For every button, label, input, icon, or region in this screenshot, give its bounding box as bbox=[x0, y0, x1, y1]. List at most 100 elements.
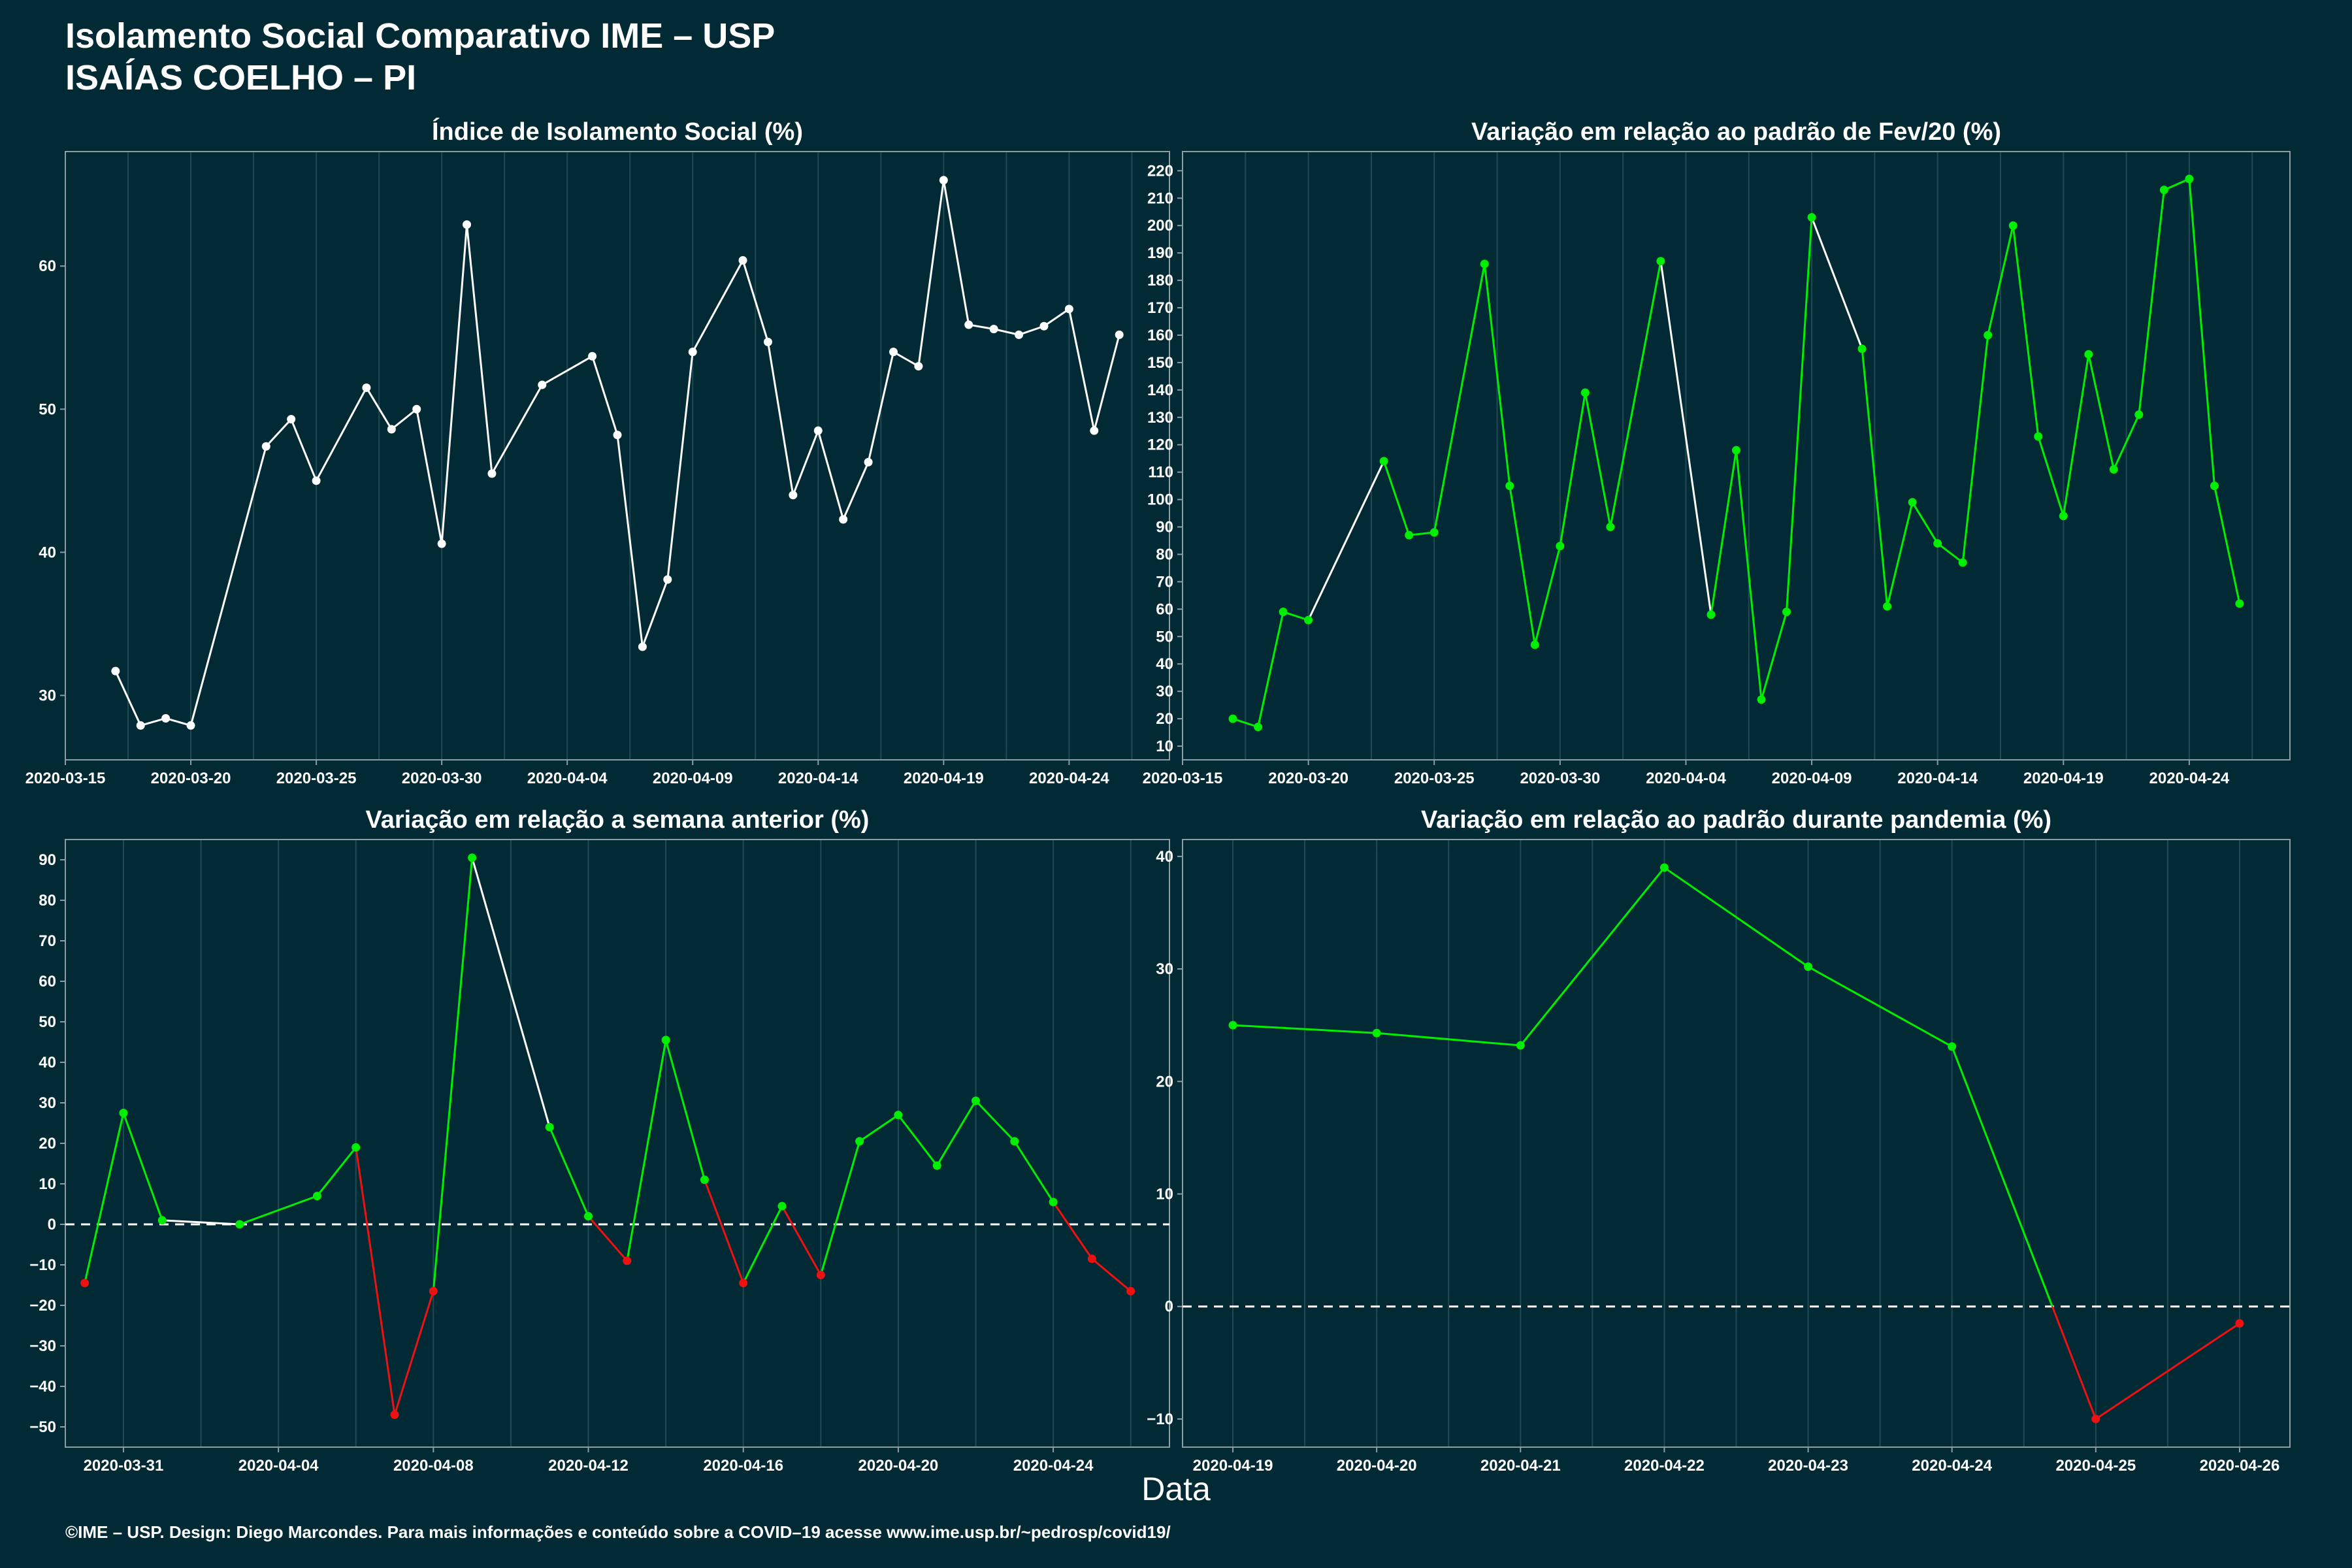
y-tick-label: −20 bbox=[29, 1297, 56, 1315]
data-point-fev bbox=[2159, 186, 2168, 195]
series-segment bbox=[2051, 1306, 2097, 1420]
series-segment bbox=[666, 351, 694, 580]
series-segment bbox=[975, 1100, 1015, 1142]
series-segment bbox=[1559, 392, 1586, 547]
panel-frame-fev bbox=[1182, 151, 2291, 760]
y-tick-label: 130 bbox=[1147, 409, 1173, 427]
data-point-indice bbox=[287, 415, 296, 424]
x-tick-label: 2020-04-14 bbox=[1897, 770, 1978, 787]
data-point-fev bbox=[1656, 257, 1665, 266]
series-segment bbox=[2012, 225, 2040, 437]
data-point-semana bbox=[623, 1256, 632, 1266]
series-segment bbox=[691, 259, 744, 353]
data-point-pandemia bbox=[1372, 1028, 1381, 1037]
x-tick-label: 2020-04-26 bbox=[2200, 1457, 2280, 1475]
data-point-indice bbox=[1115, 330, 1124, 339]
x-tick-label: 2020-04-04 bbox=[527, 770, 608, 787]
data-point-indice bbox=[161, 713, 171, 723]
x-tick-label: 2020-04-14 bbox=[778, 770, 858, 787]
data-point-semana bbox=[1126, 1286, 1135, 1296]
series-segment bbox=[290, 419, 318, 482]
x-tick-label: 2020-03-20 bbox=[151, 770, 231, 787]
y-tick-label: 20 bbox=[1156, 1073, 1173, 1090]
data-point-fev bbox=[1732, 446, 1740, 455]
data-point-semana bbox=[661, 1036, 670, 1045]
data-point-indice bbox=[387, 425, 396, 434]
data-point-indice bbox=[613, 431, 622, 440]
data-point-fev bbox=[1429, 528, 1439, 537]
data-point-indice bbox=[463, 220, 472, 229]
panel-frame-indice bbox=[65, 151, 1170, 760]
y-tick-label: 80 bbox=[39, 892, 56, 909]
series-segment bbox=[355, 1147, 396, 1415]
series-segment bbox=[664, 1039, 706, 1181]
data-point-fev bbox=[2210, 482, 2219, 491]
data-point-fev bbox=[2109, 465, 2118, 474]
series-segment bbox=[897, 1114, 938, 1167]
series-segment bbox=[2213, 485, 2241, 604]
y-tick-label: 40 bbox=[1156, 848, 1173, 866]
data-point-indice bbox=[964, 320, 973, 329]
series-segment bbox=[1232, 717, 1259, 728]
y-tick-label: 50 bbox=[39, 1013, 56, 1031]
data-point-indice bbox=[939, 176, 948, 185]
series-segment bbox=[1509, 485, 1536, 645]
data-point-semana bbox=[894, 1111, 903, 1120]
x-tick-label: 2020-04-22 bbox=[1624, 1457, 1705, 1475]
data-point-indice bbox=[763, 337, 772, 346]
data-point-indice bbox=[1039, 321, 1049, 331]
series-segment bbox=[1786, 217, 1813, 612]
data-point-fev bbox=[1707, 610, 1716, 619]
series-segment bbox=[432, 857, 474, 1292]
data-point-pandemia bbox=[1516, 1041, 1525, 1050]
y-tick-label: 190 bbox=[1147, 244, 1173, 262]
data-point-fev bbox=[1480, 259, 1489, 269]
data-point-semana bbox=[468, 853, 477, 862]
panel-title-semana: Variação em relação a semana anterior (%… bbox=[366, 806, 870, 834]
data-point-fev bbox=[2235, 599, 2244, 608]
series-segment bbox=[2037, 436, 2065, 517]
x-tick-label: 2020-03-30 bbox=[1520, 770, 1600, 787]
y-tick-label: 40 bbox=[39, 1054, 56, 1071]
series-segment bbox=[2087, 354, 2115, 470]
x-tick-label: 2020-04-19 bbox=[1193, 1457, 1273, 1475]
x-tick-label: 2020-04-16 bbox=[703, 1457, 783, 1475]
y-tick-label: 170 bbox=[1147, 299, 1173, 317]
y-tick-label: 30 bbox=[1156, 960, 1173, 978]
data-point-fev bbox=[1556, 542, 1565, 551]
data-point-indice bbox=[989, 325, 998, 334]
series-segment bbox=[1609, 261, 1662, 527]
series-segment bbox=[1052, 1201, 1093, 1260]
series-segment bbox=[2188, 178, 2215, 486]
y-tick-label: 60 bbox=[1156, 600, 1173, 618]
series-segment bbox=[917, 180, 945, 367]
y-tick-label: 10 bbox=[39, 1175, 56, 1193]
y-tick-label: 20 bbox=[39, 1135, 56, 1152]
x-axis-title: Data bbox=[1141, 1471, 1211, 1507]
series-segment bbox=[819, 1141, 861, 1275]
series-segment bbox=[491, 384, 544, 474]
y-tick-label: 30 bbox=[39, 687, 56, 704]
series-segment bbox=[548, 1126, 589, 1217]
data-point-indice bbox=[261, 442, 270, 451]
page-subtitle: ISAÍAS COELHO – PI bbox=[65, 58, 417, 97]
data-point-pandemia bbox=[1659, 863, 1669, 872]
footer-credits: ©IME – USP. Design: Diego Marcondes. Par… bbox=[65, 1522, 1171, 1542]
series-segment bbox=[1013, 1141, 1054, 1203]
y-tick-label: 150 bbox=[1147, 354, 1173, 372]
x-tick-label: 2020-03-15 bbox=[25, 770, 106, 787]
series-segment bbox=[1659, 261, 1712, 615]
y-tick-label: 100 bbox=[1147, 491, 1173, 509]
series-segment bbox=[1936, 542, 1964, 564]
y-tick-label: 50 bbox=[39, 400, 56, 418]
y-tick-label: 0 bbox=[48, 1216, 56, 1233]
data-point-pandemia bbox=[2235, 1319, 2244, 1328]
y-tick-label: 120 bbox=[1147, 436, 1173, 454]
x-tick-label: 2020-03-15 bbox=[1143, 770, 1223, 787]
series-segment bbox=[189, 446, 267, 726]
data-point-indice bbox=[914, 362, 923, 371]
series-segment bbox=[1533, 546, 1561, 645]
series-segment bbox=[316, 1147, 357, 1197]
y-tick-label: −10 bbox=[29, 1256, 56, 1274]
series-segment bbox=[993, 328, 1019, 336]
